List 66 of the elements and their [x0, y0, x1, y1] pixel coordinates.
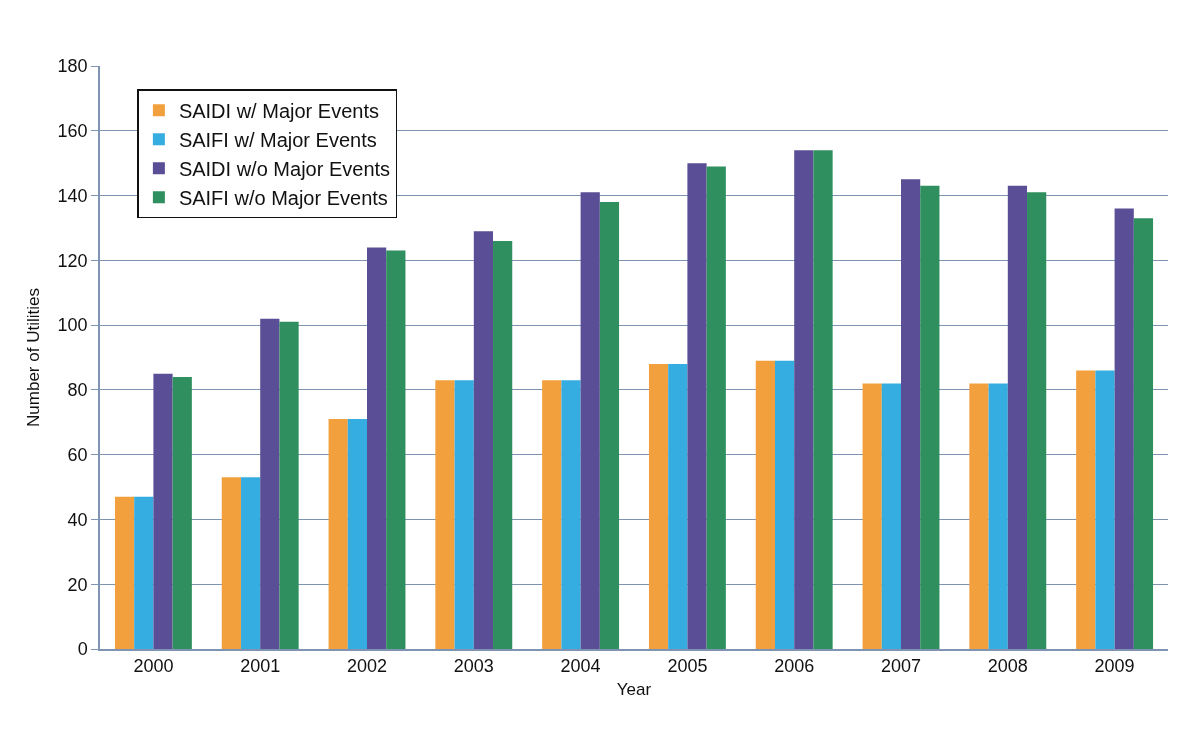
- legend-label: SAIDI w/o Major Events: [178, 158, 391, 181]
- bar: [901, 179, 921, 649]
- bar: [542, 380, 562, 649]
- x-tick-label: 2007: [880, 656, 922, 677]
- bar: [969, 383, 989, 649]
- bar: [386, 250, 406, 649]
- x-tick-label: 2004: [560, 656, 601, 677]
- bar: [240, 477, 261, 649]
- y-axis-title: Number of Utilities: [23, 288, 43, 427]
- x-tick-label: 2002: [346, 656, 388, 677]
- x-tick-label: 2001: [240, 656, 281, 677]
- y-tick-label: 140: [57, 185, 88, 206]
- y-tick-label: 60: [67, 444, 88, 465]
- bar: [473, 231, 494, 649]
- bar: [881, 383, 901, 649]
- bar: [114, 496, 135, 649]
- y-tick-label: 0: [77, 639, 88, 660]
- x-tick-label: 2003: [453, 656, 494, 677]
- bar: [1114, 208, 1134, 649]
- bar: [454, 380, 474, 649]
- bar: [755, 360, 775, 649]
- bar: [435, 380, 455, 649]
- bar: [648, 363, 669, 649]
- x-tick-label: 2000: [133, 656, 174, 677]
- bar: [813, 150, 833, 649]
- bar: [279, 321, 299, 649]
- bar: [1007, 185, 1028, 649]
- bar: [1027, 192, 1047, 649]
- y-tick-label: 120: [57, 250, 88, 271]
- bar: [221, 477, 241, 649]
- legend-label: SAIFI w/ Major Events: [178, 129, 377, 152]
- bar: [493, 240, 513, 649]
- bar: [794, 150, 814, 649]
- x-tick-label: 2008: [987, 656, 1028, 677]
- y-tick-label: 20: [67, 574, 88, 595]
- bar: [920, 185, 940, 649]
- bar: [172, 376, 192, 649]
- bar: [561, 380, 581, 649]
- bar: [1095, 370, 1115, 649]
- legend-label: SAIDI w/ Major Events: [178, 100, 379, 123]
- y-tick-label: 40: [67, 509, 88, 530]
- bar: [774, 360, 795, 649]
- x-axis-title: Year: [616, 680, 652, 700]
- bar: [260, 318, 280, 649]
- x-tick-label: 2009: [1094, 656, 1135, 677]
- bar: [328, 419, 348, 649]
- y-tick-label: 100: [57, 315, 88, 336]
- y-tick-label: 80: [67, 380, 88, 401]
- bar: [1133, 218, 1154, 649]
- bar: [1076, 370, 1096, 649]
- bar: [668, 363, 688, 649]
- y-tick-label: 160: [57, 121, 88, 142]
- bar: [687, 163, 707, 649]
- bar: [862, 383, 882, 649]
- bar: [599, 202, 620, 649]
- bar: [153, 373, 173, 649]
- bar: [134, 496, 154, 649]
- x-tick-label: 2005: [667, 656, 708, 677]
- bar: [580, 192, 600, 649]
- bar: [347, 419, 367, 649]
- x-tick-label: 2006: [774, 656, 815, 677]
- bar: [367, 247, 387, 649]
- y-tick-label: 180: [57, 56, 88, 77]
- bar: [706, 166, 726, 649]
- legend-label: SAIFI w/o Major Events: [178, 187, 388, 210]
- bar: [988, 383, 1008, 649]
